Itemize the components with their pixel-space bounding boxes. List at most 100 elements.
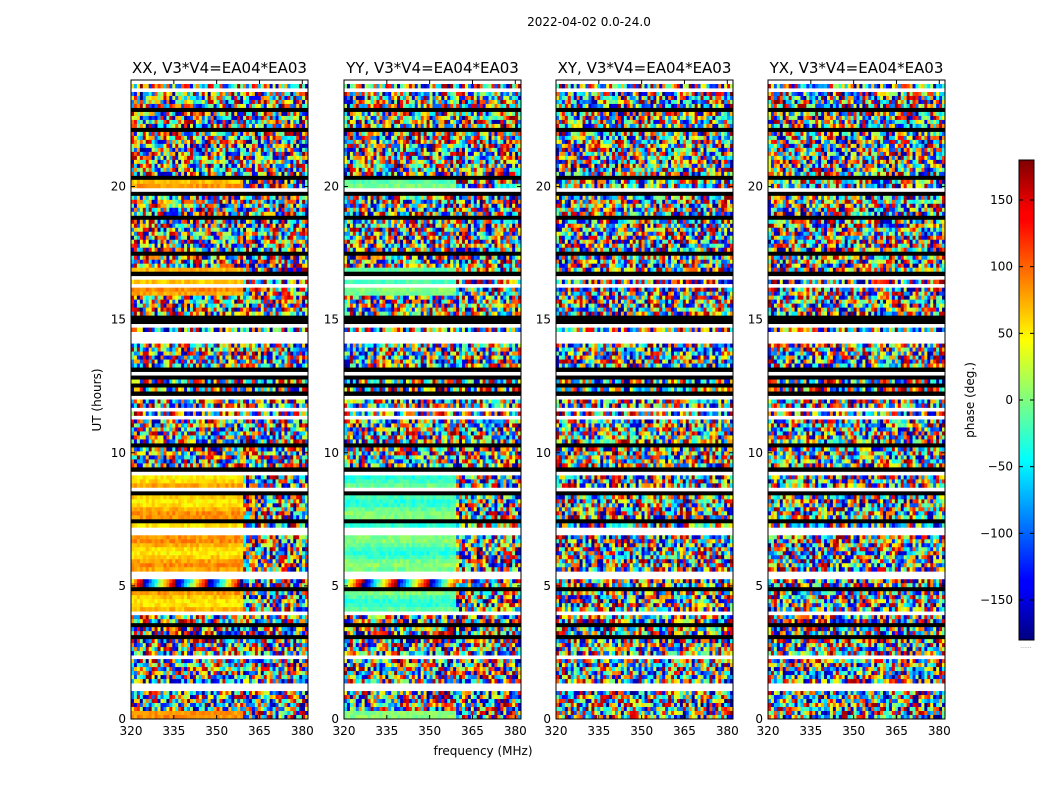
phase-cell (270, 180, 273, 184)
phase-cell (137, 132, 140, 136)
phase-cell (178, 144, 181, 148)
phase-cell (287, 168, 290, 172)
phase-cell (296, 100, 299, 104)
phase-cell (222, 152, 225, 156)
phase-cell (166, 96, 169, 100)
phase-cell (299, 132, 302, 136)
phase-cell (287, 180, 290, 184)
phase-cell (276, 120, 279, 124)
phase-cell (222, 116, 225, 120)
phase-cell (255, 100, 258, 104)
phase-cell (273, 132, 276, 136)
phase-cell (264, 180, 267, 184)
phase-cell (261, 152, 264, 156)
flag-row (131, 192, 308, 196)
phase-cell (290, 96, 293, 100)
phase-cell (131, 96, 134, 100)
phase-cell (155, 120, 158, 124)
phase-cell (228, 124, 231, 128)
phase-cell (152, 184, 155, 188)
phase-cell (137, 136, 140, 140)
phase-cell (296, 160, 299, 164)
phase-cell (220, 84, 223, 88)
phase-cell (249, 84, 252, 88)
phase-cell (169, 104, 172, 108)
phase-cell (302, 92, 305, 96)
phase-cell (214, 144, 217, 148)
phase-cell (228, 172, 231, 176)
phase-cell (205, 184, 208, 188)
phase-cell (155, 156, 158, 160)
phase-cell (225, 132, 228, 136)
phase-cell (134, 92, 137, 96)
phase-cell (267, 160, 270, 164)
phase-cell (169, 144, 172, 148)
phase-cell (140, 144, 143, 148)
phase-cell (146, 164, 149, 168)
phase-cell (220, 184, 223, 188)
phase-cell (158, 140, 161, 144)
phase-cell (279, 144, 282, 148)
phase-cell (237, 104, 240, 108)
phase-cell (249, 180, 252, 184)
phase-cell (290, 168, 293, 172)
phase-cell (181, 140, 184, 144)
phase-cell (234, 180, 237, 184)
phase-cell (208, 164, 211, 168)
phase-cell (208, 84, 211, 88)
phase-cell (264, 124, 267, 128)
phase-cell (264, 152, 267, 156)
phase-cell (161, 132, 164, 136)
phase-cell (246, 92, 249, 96)
phase-cell (290, 132, 293, 136)
phase-cell (222, 156, 225, 160)
phase-cell (149, 184, 152, 188)
phase-cell (252, 184, 255, 188)
phase-cell (237, 100, 240, 104)
phase-cell (299, 148, 302, 152)
phase-cell (284, 104, 287, 108)
phase-cell (231, 116, 234, 120)
phase-cell (178, 96, 181, 100)
phase-cell (264, 120, 267, 124)
phase-cell (163, 136, 166, 140)
phase-cell (205, 152, 208, 156)
phase-cell (246, 140, 249, 144)
phase-cell (276, 152, 279, 156)
phase-cell (163, 184, 166, 188)
phase-cell (175, 116, 178, 120)
phase-cell (273, 180, 276, 184)
phase-cell (243, 160, 246, 164)
phase-cell (220, 132, 223, 136)
phase-cell (214, 96, 217, 100)
phase-cell (296, 124, 299, 128)
phase-cell (205, 100, 208, 104)
phase-cell (276, 112, 279, 116)
phase-cell (149, 96, 152, 100)
phase-cell (187, 148, 190, 152)
phase-cell (152, 180, 155, 184)
phase-cell (143, 116, 146, 120)
phase-cell (140, 120, 143, 124)
phase-cell (249, 168, 252, 172)
phase-cell (299, 144, 302, 148)
phase-cell (205, 96, 208, 100)
phase-cell (146, 184, 149, 188)
phase-cell (161, 148, 164, 152)
phase-cell (131, 160, 134, 164)
phase-cell (261, 144, 264, 148)
phase-cell (261, 148, 264, 152)
phase-cell (131, 100, 134, 104)
phase-cell (137, 196, 140, 200)
phase-cell (243, 136, 246, 140)
phase-cell (181, 180, 184, 184)
phase-cell (208, 168, 211, 172)
phase-cell (158, 172, 161, 176)
phase-cell (155, 116, 158, 120)
phase-cell (205, 104, 208, 108)
phase-cell (220, 180, 223, 184)
phase-cell (261, 92, 264, 96)
phase-cell (158, 136, 161, 140)
phase-cell (267, 172, 270, 176)
phase-cell (166, 172, 169, 176)
